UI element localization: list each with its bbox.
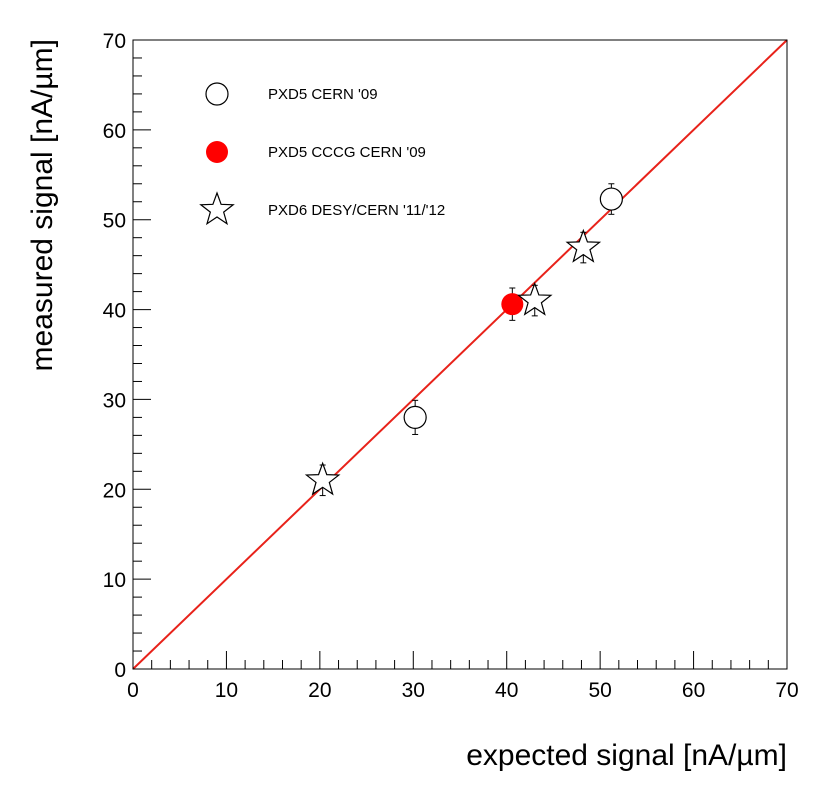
data-point-star xyxy=(516,281,553,316)
y-tick-label: 20 xyxy=(103,479,126,502)
y-tick-label: 0 xyxy=(114,659,126,682)
x-tick-label: 0 xyxy=(127,679,139,702)
legend-marker-pxd5-cern xyxy=(205,82,229,106)
y-tick-labels: 0 10 20 30 40 50 60 70 xyxy=(103,30,126,682)
x-tick-label: 20 xyxy=(308,679,331,702)
error-bars xyxy=(319,183,615,497)
legend-marker-pxd6 xyxy=(199,191,235,226)
data-points xyxy=(304,187,623,496)
x-tick-labels: 0 10 20 30 40 50 60 70 xyxy=(127,679,799,702)
x-tick-label: 70 xyxy=(775,679,798,702)
y-tick-label: 30 xyxy=(103,389,126,412)
x-tick-label: 30 xyxy=(402,679,425,702)
data-point-open-circle xyxy=(599,187,623,211)
x-tick-label: 40 xyxy=(495,679,518,702)
y-tick-label: 60 xyxy=(103,120,126,143)
legend-marker-pxd5-cccg xyxy=(206,141,228,163)
y-tick-label: 10 xyxy=(103,569,126,592)
data-point-open-circle xyxy=(403,405,427,429)
plot-frame xyxy=(132,39,788,670)
legend-label-pxd5-cern: PXD5 CERN '09 xyxy=(268,86,378,103)
y-tick-label: 50 xyxy=(103,210,126,233)
data-point-star xyxy=(304,461,341,496)
legend-label-pxd5-cccg: PXD5 CCCG CERN '09 xyxy=(268,144,426,161)
x-axis-title: expected signal [nA/µm] xyxy=(466,739,787,772)
y-axis-title: measured signal [nA/µm] xyxy=(26,39,59,371)
y-tick-label: 40 xyxy=(103,300,126,323)
data-point-star xyxy=(565,228,602,263)
minor-ticks xyxy=(133,57,769,669)
legend: PXD5 CERN '09 PXD5 CCCG CERN '09 PXD6 DE… xyxy=(199,82,445,226)
data-point-filled-circle xyxy=(501,293,524,316)
x-tick-label: 60 xyxy=(682,679,705,702)
x-tick-label: 10 xyxy=(215,679,238,702)
x-tick-label: 50 xyxy=(588,679,611,702)
y-tick-label: 70 xyxy=(103,30,126,53)
reference-line-y-equals-x xyxy=(132,39,788,670)
legend-label-pxd6: PXD6 DESY/CERN '11/'12 xyxy=(268,202,445,219)
